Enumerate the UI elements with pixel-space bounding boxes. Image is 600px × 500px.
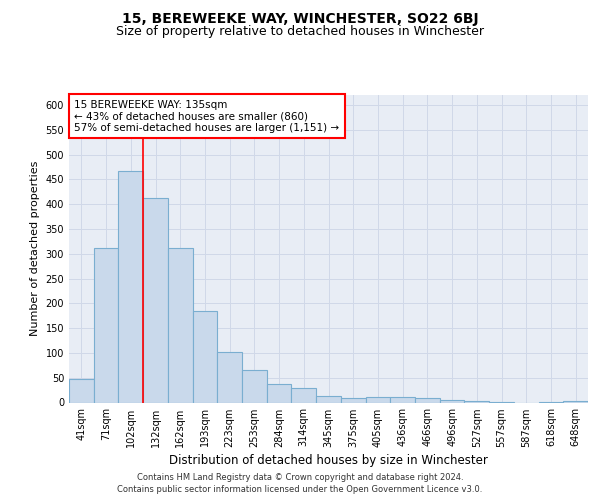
- Bar: [365, 396, 390, 402]
- Bar: [390, 396, 415, 402]
- Bar: [415, 398, 440, 402]
- Bar: [143, 198, 168, 402]
- Bar: [316, 396, 341, 402]
- Bar: [267, 384, 292, 402]
- Text: 15 BEREWEEKE WAY: 135sqm
← 43% of detached houses are smaller (860)
57% of semi-: 15 BEREWEEKE WAY: 135sqm ← 43% of detach…: [74, 100, 340, 133]
- Text: Contains HM Land Registry data © Crown copyright and database right 2024.: Contains HM Land Registry data © Crown c…: [137, 472, 463, 482]
- Bar: [341, 398, 365, 402]
- Bar: [69, 379, 94, 402]
- Text: 15, BEREWEEKE WAY, WINCHESTER, SO22 6BJ: 15, BEREWEEKE WAY, WINCHESTER, SO22 6BJ: [122, 12, 478, 26]
- Y-axis label: Number of detached properties: Number of detached properties: [30, 161, 40, 336]
- Text: Size of property relative to detached houses in Winchester: Size of property relative to detached ho…: [116, 25, 484, 38]
- Bar: [94, 248, 118, 402]
- Bar: [563, 401, 588, 402]
- Bar: [168, 248, 193, 402]
- Bar: [217, 352, 242, 403]
- X-axis label: Distribution of detached houses by size in Winchester: Distribution of detached houses by size …: [169, 454, 488, 467]
- Bar: [464, 401, 489, 402]
- Bar: [242, 370, 267, 402]
- Text: Contains public sector information licensed under the Open Government Licence v3: Contains public sector information licen…: [118, 485, 482, 494]
- Bar: [118, 171, 143, 402]
- Bar: [440, 400, 464, 402]
- Bar: [193, 310, 217, 402]
- Bar: [292, 388, 316, 402]
